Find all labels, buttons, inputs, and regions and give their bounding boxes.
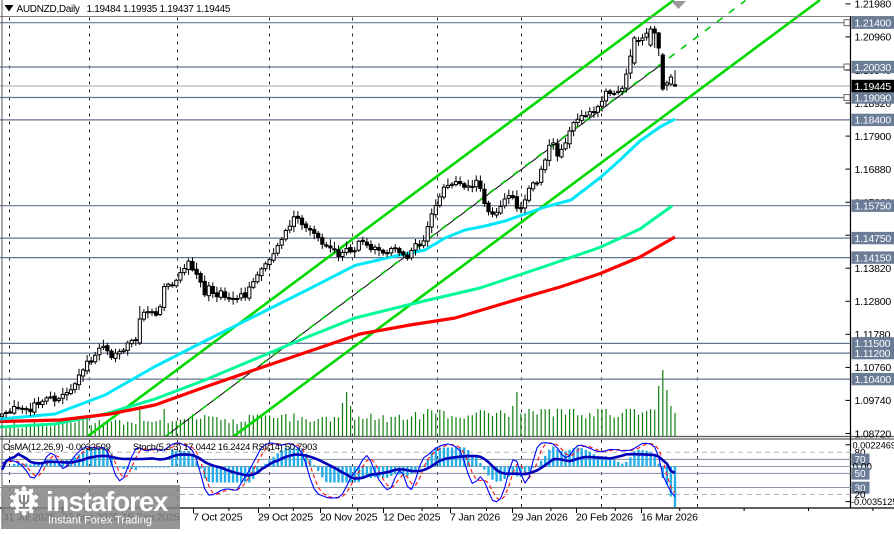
svg-text:1.10760: 1.10760	[855, 362, 892, 374]
svg-text:1.15750: 1.15750	[855, 201, 892, 213]
svg-text:1.16880: 1.16880	[855, 164, 892, 176]
svg-text:instaforex: instaforex	[46, 486, 169, 517]
svg-text:1.14750: 1.14750	[855, 233, 892, 245]
svg-text:20 Feb 2026: 20 Feb 2026	[576, 512, 633, 524]
svg-text:-0.0035125: -0.0035125	[851, 497, 894, 507]
svg-text:1.19090: 1.19090	[855, 92, 892, 104]
svg-text:1.10400: 1.10400	[855, 374, 892, 386]
svg-text:1.12800: 1.12800	[855, 296, 892, 308]
svg-text:1.17900: 1.17900	[855, 131, 892, 143]
svg-text:1.14150: 1.14150	[855, 252, 892, 264]
svg-text:1.21980: 1.21980	[855, 0, 892, 11]
svg-text:29 Jan 2026: 29 Jan 2026	[512, 512, 568, 524]
svg-text:16 Mar 2026: 16 Mar 2026	[641, 512, 698, 524]
svg-text:7 Jan 2026: 7 Jan 2026	[450, 512, 500, 524]
svg-text:29 Oct 2025: 29 Oct 2025	[258, 512, 313, 524]
svg-text:1.11200: 1.11200	[855, 348, 891, 360]
svg-text:Stoch(5,3,3) 17.0442 16.2424: Stoch(5,3,3) 17.0442 16.2424	[133, 441, 250, 452]
svg-text:1.19484 1.19935 1.19437 1.1944: 1.19484 1.19935 1.19437 1.19445	[87, 4, 231, 15]
svg-text:1.08720: 1.08720	[855, 428, 892, 440]
svg-text:12 Dec 2025: 12 Dec 2025	[383, 512, 441, 524]
svg-text:AUDNZD,Daily: AUDNZD,Daily	[17, 4, 80, 15]
svg-text:1.20030: 1.20030	[855, 62, 892, 74]
svg-text:Instant Forex Trading: Instant Forex Trading	[48, 515, 152, 527]
svg-text:1.20960: 1.20960	[855, 32, 892, 44]
svg-text:RSI(14) 50.7903: RSI(14) 50.7903	[252, 441, 317, 452]
svg-text:1.21400: 1.21400	[855, 18, 892, 30]
svg-text:20 Nov 2025: 20 Nov 2025	[320, 512, 378, 524]
svg-text:1.13820: 1.13820	[855, 263, 892, 275]
svg-text:1.09740: 1.09740	[855, 395, 892, 407]
svg-text:OsMA(12,26,9) -0.0032509: OsMA(12,26,9) -0.0032509	[3, 441, 111, 452]
svg-text:1.19445: 1.19445	[855, 81, 892, 93]
svg-text:1.18400: 1.18400	[855, 115, 892, 127]
svg-text:50: 50	[855, 469, 867, 480]
svg-text:7 Oct 2025: 7 Oct 2025	[193, 512, 243, 524]
